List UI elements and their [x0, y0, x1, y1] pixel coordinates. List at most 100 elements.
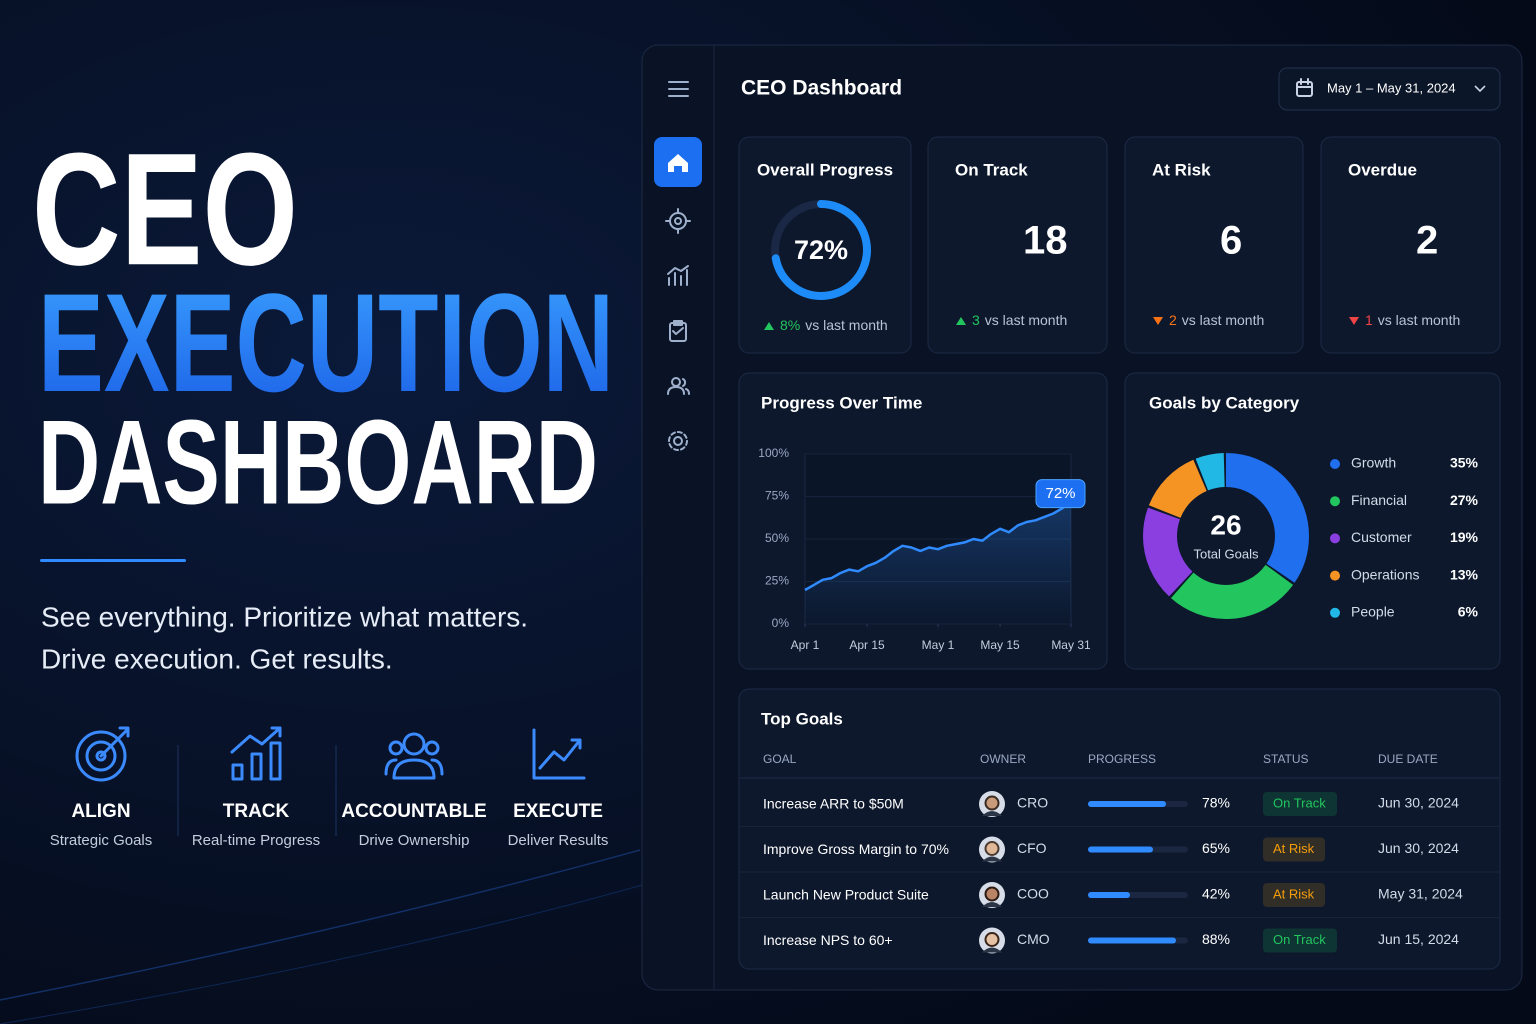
- align-icon: [75, 726, 130, 782]
- home-icon: [668, 154, 688, 172]
- donut-segment: [1143, 453, 1309, 619]
- calendar-icon: [1296, 78, 1313, 97]
- trend-value: 3: [972, 312, 980, 328]
- pillar-title: ACCOUNTABLE: [341, 801, 486, 822]
- due-date: May 31, 2024: [1378, 886, 1463, 902]
- x-tick-label: May 15: [980, 638, 1020, 652]
- legend-value: 6%: [1458, 604, 1479, 620]
- status: At Risk: [1273, 886, 1315, 901]
- owner: COO: [1017, 886, 1049, 902]
- trend-caption: vs last month: [1378, 312, 1460, 328]
- card: [738, 136, 912, 354]
- pillar-title: ALIGN: [71, 801, 130, 822]
- trend-arrow: [1153, 317, 1163, 325]
- donut-total: 26: [1210, 509, 1241, 540]
- kpi-value: 6: [1220, 219, 1242, 263]
- trend-caption: vs last month: [805, 317, 887, 333]
- dropdown-caret: [1474, 85, 1486, 93]
- status-pill: [1263, 928, 1337, 953]
- progress-label: 78%: [1202, 795, 1230, 811]
- pillar-title: TRACK: [223, 801, 290, 822]
- trend-text: 8% vs last month: [780, 317, 888, 333]
- legend-value: 35%: [1450, 455, 1479, 471]
- dynamic-content: Overall Progress 72% 8% vs last month On Tra…: [738, 136, 1501, 970]
- legend-value: 19%: [1450, 529, 1479, 545]
- progress-label: 65%: [1202, 840, 1230, 856]
- trend-value: 1: [1365, 312, 1373, 328]
- trend-text: 2 vs last month: [1169, 312, 1264, 328]
- x-tick-label: Apr 1: [791, 638, 820, 652]
- status: On Track: [1273, 795, 1326, 810]
- tagline: See everything. Prioritize what matters.: [41, 601, 528, 632]
- card: [1124, 372, 1501, 670]
- kpi-title: Overall Progress: [757, 160, 893, 179]
- avatar-face: [984, 795, 1000, 811]
- column-header: DUE DATE: [1378, 752, 1438, 766]
- legend-dot: [1330, 607, 1340, 618]
- card: [927, 136, 1108, 354]
- date-picker[interactable]: [1278, 67, 1501, 111]
- owner: CRO: [1017, 795, 1048, 811]
- kpi-value: 18: [1023, 219, 1068, 263]
- donut-segment: [1143, 453, 1309, 619]
- nav-goals[interactable]: [665, 208, 691, 234]
- progress-label: 42%: [1202, 886, 1230, 902]
- kpi-value: 2: [1416, 219, 1438, 263]
- column-header: STATUS: [1263, 752, 1309, 766]
- trend-value: 2: [1169, 312, 1177, 328]
- trend-arrow: [1349, 317, 1359, 325]
- status-pill: [1263, 883, 1325, 907]
- accountable-icon: [384, 732, 444, 780]
- kpi-title: Overdue: [1348, 160, 1417, 179]
- x-tick-label: Apr 15: [849, 638, 885, 652]
- x-tick-label: May 1: [922, 638, 955, 652]
- line: [804, 500, 1072, 592]
- donut-caption: Total Goals: [1193, 546, 1259, 561]
- kpi-title: At Risk: [1152, 160, 1211, 179]
- y-tick-label: 25%: [765, 574, 789, 588]
- pillar-subtitle: Drive Ownership: [359, 832, 470, 849]
- goal-name: Launch New Product Suite: [763, 887, 929, 903]
- due-date: Jun 30, 2024: [1378, 840, 1459, 856]
- legend-value: 13%: [1450, 566, 1479, 582]
- column-header: OWNER: [980, 752, 1026, 766]
- y-tick-label: 100%: [758, 446, 789, 460]
- hero-title: CEO: [32, 119, 298, 298]
- legend-label: Operations: [1351, 566, 1419, 582]
- avatar-body: [982, 947, 1002, 953]
- legend-dot: [1330, 570, 1340, 581]
- nav-team[interactable]: [667, 377, 690, 395]
- pillar-title: EXECUTE: [513, 801, 603, 822]
- legend-dot: [1330, 496, 1340, 507]
- card: [1124, 136, 1304, 354]
- nav-analytics[interactable]: [667, 265, 689, 286]
- legend-label: Financial: [1351, 492, 1407, 508]
- status-pill: [1263, 792, 1337, 816]
- avatar-body: [982, 902, 1002, 907]
- goal-name: Improve Gross Margin to 70%: [763, 841, 949, 857]
- legend-dot: [1330, 533, 1340, 544]
- trend-text: 1 vs last month: [1365, 312, 1460, 328]
- hero-title: DASHBOARD: [38, 396, 598, 530]
- menu-button[interactable]: [668, 81, 689, 97]
- kpi-title: On Track: [955, 160, 1028, 179]
- progress-bar: [1088, 846, 1153, 853]
- legend-label: People: [1351, 604, 1395, 620]
- y-tick-label: 75%: [765, 489, 789, 503]
- trend-text: 3 vs last month: [972, 312, 1067, 328]
- area: [805, 501, 1071, 624]
- dashboard-title: CEO Dashboard: [741, 77, 902, 100]
- avatar-face: [984, 886, 1000, 902]
- decor-line: [0, 879, 661, 1024]
- callout: [1035, 479, 1086, 509]
- nav-tasks[interactable]: [669, 320, 687, 342]
- trend-value: 8%: [780, 317, 800, 333]
- owner: CMO: [1017, 931, 1050, 947]
- trend-arrow: [764, 322, 774, 330]
- legend-label: Growth: [1351, 455, 1396, 471]
- avatar-body: [982, 811, 1002, 816]
- nav-settings[interactable]: [668, 431, 688, 451]
- pillar-subtitle: Strategic Goals: [50, 832, 153, 849]
